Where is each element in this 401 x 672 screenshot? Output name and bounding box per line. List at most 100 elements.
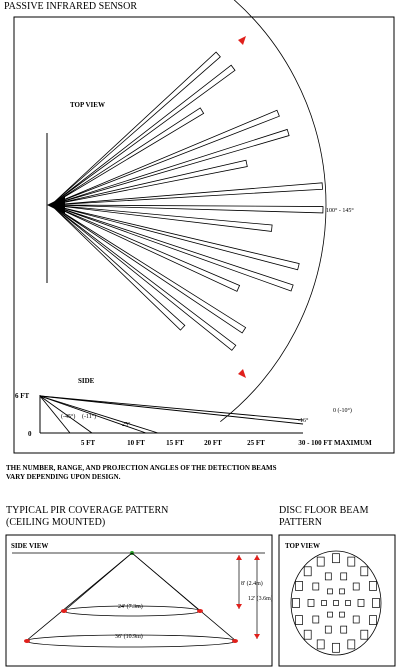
disc-beam-cell (295, 615, 303, 625)
side-beam-5 (39, 395, 93, 434)
disc-beam-cell (303, 629, 312, 640)
side-axis-tick-label: 25 FT (247, 439, 265, 447)
side-axis-tick-label: 20 FT (204, 439, 222, 447)
side-axis-tick-label: 5 FT (81, 439, 96, 447)
side-axis-tick-label: 30 - 100 FT MAXIMUM (298, 439, 372, 447)
disc-beam-cell (352, 582, 360, 591)
dim-height-large: 12' (3.6m) (248, 595, 273, 602)
coverage-arc (220, 0, 327, 423)
disc-beam-cell (340, 572, 348, 581)
side-axis-tick-label: 10 FT (127, 439, 145, 447)
top-view-label: TOP VIEW (70, 101, 105, 109)
disc-title-2: PATTERN (279, 517, 322, 528)
disc-frame (278, 534, 396, 667)
disc-beam-cell (369, 581, 377, 591)
side-height-label: 6 FT (15, 392, 30, 400)
disc-beam-cell (324, 572, 332, 581)
side-angle-c: -25° (120, 421, 131, 428)
disc-beam-cell (327, 588, 333, 595)
note-line-2: VARY DEPENDING UPON DESIGN. (6, 473, 121, 481)
detection-beam (50, 204, 186, 331)
top-view-frame (13, 16, 395, 454)
disc-beam-cell (352, 615, 360, 624)
side-beam-6 (39, 395, 71, 434)
disc-beam-cell (292, 598, 300, 608)
coverage-title-2: (CEILING MOUNTED) (6, 517, 105, 528)
disc-beam-cell (339, 588, 345, 595)
angle-label: 100° - 145° (326, 207, 354, 214)
disc-beam-cell (369, 615, 377, 625)
detection-beam (50, 182, 323, 206)
detection-beam (50, 204, 300, 271)
disc-title-1: DISC FLOOR BEAM (279, 505, 369, 516)
detection-beam (50, 204, 294, 292)
side-label: SIDE (78, 377, 95, 385)
disc-beam-cell (316, 639, 325, 650)
side-angle-e: 0 (-10°) (333, 407, 352, 414)
disc-beam-cell (321, 600, 327, 606)
disc-beam-cell (372, 598, 380, 608)
side-beam-4 (39, 395, 147, 434)
detection-beam (50, 159, 248, 206)
disc-beam-cell (360, 566, 369, 577)
disc-beam-cell (347, 556, 356, 567)
dim-width-small: 24' (7.3m) (118, 603, 143, 610)
note-line-1: THE NUMBER, RANGE, AND PROJECTION ANGLES… (6, 464, 277, 472)
side-zero-label: 0 (28, 430, 32, 438)
disc-beam-cell (324, 625, 332, 634)
disc-beam-cell (312, 582, 320, 591)
detection-beam (50, 107, 205, 206)
coverage-frame (5, 534, 273, 667)
side-beam-2 (39, 395, 304, 425)
coverage-title-1: TYPICAL PIR COVERAGE PATTERN (6, 505, 168, 516)
dim-width-large: 36' (10.9m) (115, 633, 143, 640)
disc-beam-cell (295, 581, 303, 591)
disc-beam-cell (360, 629, 369, 640)
disc-top-view-label: TOP VIEW (285, 542, 320, 550)
detection-beam (50, 204, 273, 232)
disc-beam-cell (345, 600, 351, 606)
side-angle-d: -16° (298, 417, 309, 424)
arc-arrow-top (238, 36, 246, 45)
side-axis-ticks: 5 FT 10 FT 15 FT 20 FT 25 FT 30 - 100 FT MAXI… (81, 439, 372, 447)
arc-arrow-bottom (238, 369, 246, 378)
detection-beam (50, 204, 247, 334)
coverage-side-view-label: SIDE VIEW (11, 542, 48, 550)
disc-beam-cell (347, 639, 356, 650)
dim-large-arrow-bottom (254, 634, 260, 639)
disc-beam-cell (339, 611, 345, 618)
detection-beam (50, 109, 280, 206)
disc-pattern-cells (292, 553, 380, 653)
detection-beam (50, 51, 221, 206)
disc-beam-cell (312, 615, 320, 624)
red-marker-3 (24, 639, 30, 643)
detection-beam (50, 64, 236, 206)
dim-large-arrow-top (254, 555, 260, 560)
side-angle-b: (-11°) (82, 413, 96, 420)
disc-beam-cell (333, 600, 339, 606)
dim-small-arrow-bottom (236, 604, 242, 609)
dim-height-small: 8' (2.4m) (241, 580, 263, 587)
detection-beam (50, 204, 324, 214)
disc-beam-cell (307, 599, 315, 607)
red-marker-1 (61, 609, 67, 613)
disc-beam-cell (357, 599, 365, 607)
detection-beam (50, 204, 237, 351)
disc-beam-cell (327, 611, 333, 618)
detection-fan (47, 51, 324, 351)
side-beam-1 (39, 395, 304, 421)
disc-pattern-circle (290, 550, 382, 656)
disc-beam-cell (303, 566, 312, 577)
detection-beam (50, 128, 290, 206)
side-beam-3 (39, 395, 159, 434)
disc-beam-cell (332, 553, 340, 564)
dim-small-arrow-top (236, 555, 242, 560)
disc-beam-cell (332, 642, 340, 653)
red-marker-2 (197, 609, 203, 613)
disc-beam-cell (340, 625, 348, 634)
detection-beam (50, 204, 241, 292)
sensor-hub (47, 196, 65, 214)
cone-outer-left (25, 552, 133, 642)
cone-outer-right (131, 552, 237, 642)
